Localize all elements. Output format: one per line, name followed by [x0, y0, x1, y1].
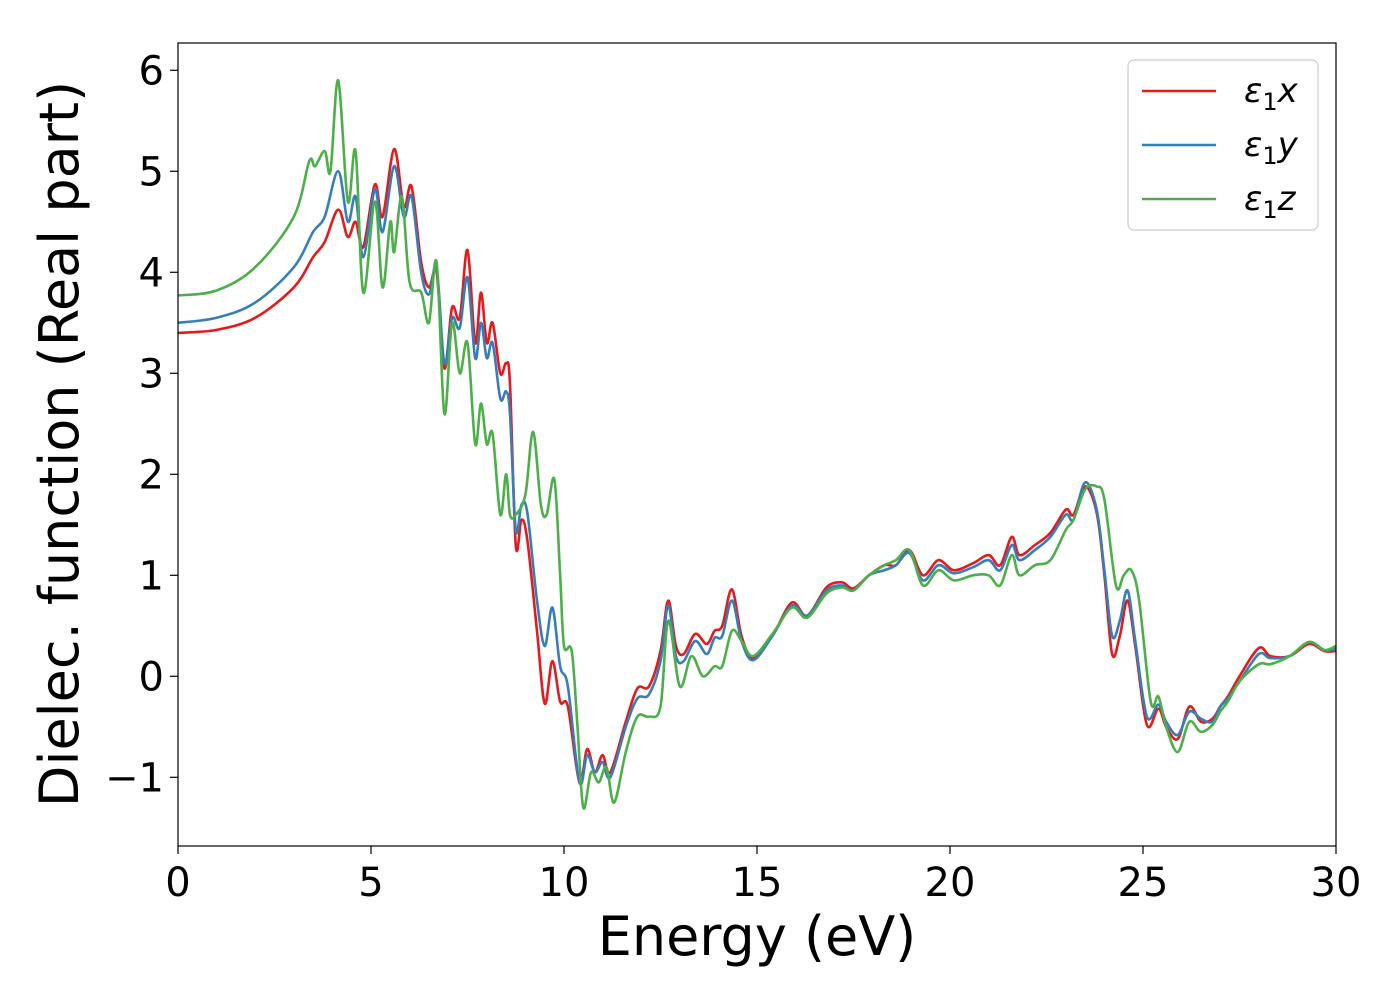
x-tick-label: 20 — [925, 860, 976, 906]
y-tick-label: 1 — [139, 553, 164, 599]
y-tick-label: 0 — [139, 654, 164, 700]
x-axis-label: Energy (eV) — [598, 905, 917, 968]
legend-label-z: ε1z — [1244, 179, 1297, 224]
series-line-z — [178, 79, 1336, 810]
y-tick-label: 2 — [139, 452, 164, 498]
legend-label-y: ε1y — [1244, 125, 1299, 170]
series-line-y — [178, 164, 1336, 786]
x-tick-label: 25 — [1118, 860, 1169, 906]
x-tick-label: 30 — [1311, 860, 1362, 906]
y-tick-label: 4 — [139, 250, 164, 296]
y-tick-label: −1 — [105, 755, 164, 801]
legend: ε1x ε1y ε1z — [1127, 59, 1319, 231]
legend-frame — [1127, 59, 1319, 231]
y-tick-label: 6 — [139, 48, 164, 94]
x-tick-label: 0 — [165, 860, 190, 906]
x-axis: 0 5 10 15 20 25 30 — [165, 846, 1361, 906]
series-layer — [178, 79, 1336, 810]
y-axis: −1 0 1 2 3 4 5 6 — [105, 48, 178, 801]
x-tick-label: 10 — [539, 860, 590, 906]
y-tick-label: 3 — [139, 351, 164, 397]
x-tick-label: 15 — [732, 860, 783, 906]
legend-label-x: ε1x — [1244, 71, 1299, 116]
y-axis-label: Dielec. function (Real part) — [28, 81, 91, 807]
x-tick-label: 5 — [358, 860, 383, 906]
series-line-x — [178, 147, 1336, 785]
y-tick-label: 5 — [139, 149, 164, 195]
